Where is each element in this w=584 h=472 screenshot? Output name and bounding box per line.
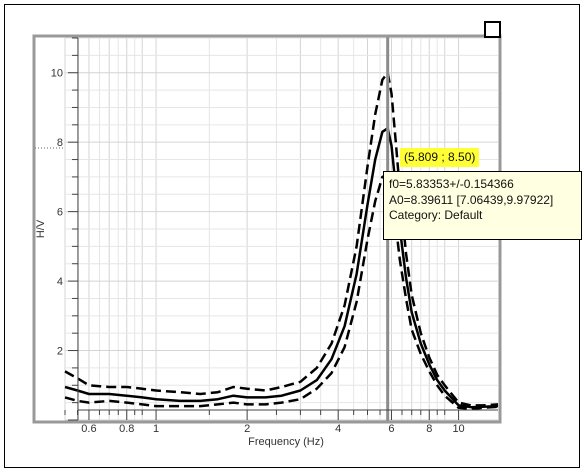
x-tick-label: 8 (426, 423, 432, 435)
y-tick-label: 8 (57, 137, 63, 149)
y-tick-label: 6 (57, 207, 63, 219)
x-tick-label: 2 (244, 423, 250, 435)
x-tick-label: 1 (153, 423, 159, 435)
x-tick-label: 0.6 (81, 423, 96, 435)
x-tick-label: 4 (335, 423, 341, 435)
tooltip-category: Category: Default (389, 208, 483, 222)
x-tick-label: 0.8 (119, 423, 134, 435)
y-axis: 2 4 6 8 10 (35, 37, 79, 421)
x-tick-label: 6 (388, 423, 394, 435)
y-ticks: 2 4 6 8 10 (51, 37, 78, 421)
hv-dashed-curve-0 (64, 71, 499, 407)
tooltip-f0: f0=5.83353+/-0.154366 (389, 177, 514, 191)
cursor-readout: (5.809 ; 8.50) (400, 148, 480, 167)
tooltip-a0: A0=8.39611 [7.06439,9.97922] (389, 192, 554, 207)
y-tick-label: 4 (57, 276, 63, 288)
y-tick-label: 2 (57, 346, 63, 358)
x-tick-label: 10 (452, 423, 464, 435)
checkbox-square-icon[interactable] (484, 21, 501, 38)
y-axis-title: H/V (35, 219, 47, 238)
x-ticks: 0.6 0.8 1 2 4 6 8 10 (64, 410, 465, 435)
hv-curves (64, 71, 499, 411)
hv-dashed-curve-2 (64, 173, 499, 411)
x-axis-title: Frequency (Hz) (248, 436, 324, 448)
y-tick-label: 10 (51, 68, 63, 80)
hv-mean-curve-1 (64, 127, 499, 409)
x-axis: 0.6 0.8 1 2 4 6 8 10 (64, 409, 498, 435)
peak-tooltip: f0=5.83353+/-0.154366 A0=8.39611 [7.0643… (383, 171, 582, 240)
grid-lines (64, 37, 498, 421)
